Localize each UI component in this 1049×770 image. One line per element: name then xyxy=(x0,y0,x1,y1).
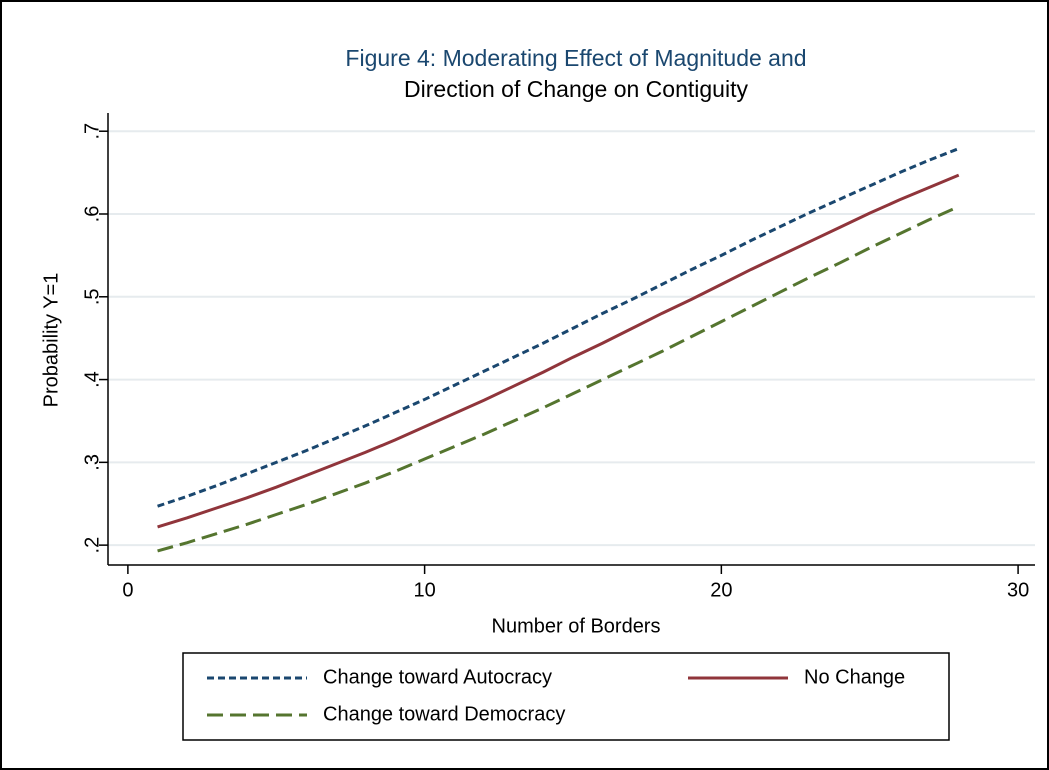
x-tick-label: 0 xyxy=(122,579,133,601)
legend-label: Change toward Democracy xyxy=(323,703,565,725)
y-tick-label: .7 xyxy=(81,123,103,140)
series-line xyxy=(157,173,960,529)
x-tick-label: 10 xyxy=(413,579,435,601)
x-tick-label: 30 xyxy=(1007,579,1029,601)
legend xyxy=(182,652,950,741)
plot-area xyxy=(108,113,1035,565)
series-line xyxy=(157,205,960,553)
legend-label: No Change xyxy=(804,666,905,688)
x-axis-label: Number of Borders xyxy=(492,615,661,637)
y-tick-label: .6 xyxy=(81,206,103,223)
y-axis-label: Probability Y=1 xyxy=(40,273,62,408)
y-tick-label: .5 xyxy=(81,288,103,305)
y-tick-label: .2 xyxy=(81,537,103,554)
series-line xyxy=(157,147,960,508)
y-tick-label: .4 xyxy=(81,371,103,388)
chart-title: Direction of Change on Contiguity xyxy=(404,76,748,102)
chart-title: Figure 4: Moderating Effect of Magnitude… xyxy=(345,45,806,71)
y-tick-label: .3 xyxy=(81,454,103,471)
legend-label: Change toward Autocracy xyxy=(323,666,552,688)
x-tick-label: 20 xyxy=(710,579,732,601)
